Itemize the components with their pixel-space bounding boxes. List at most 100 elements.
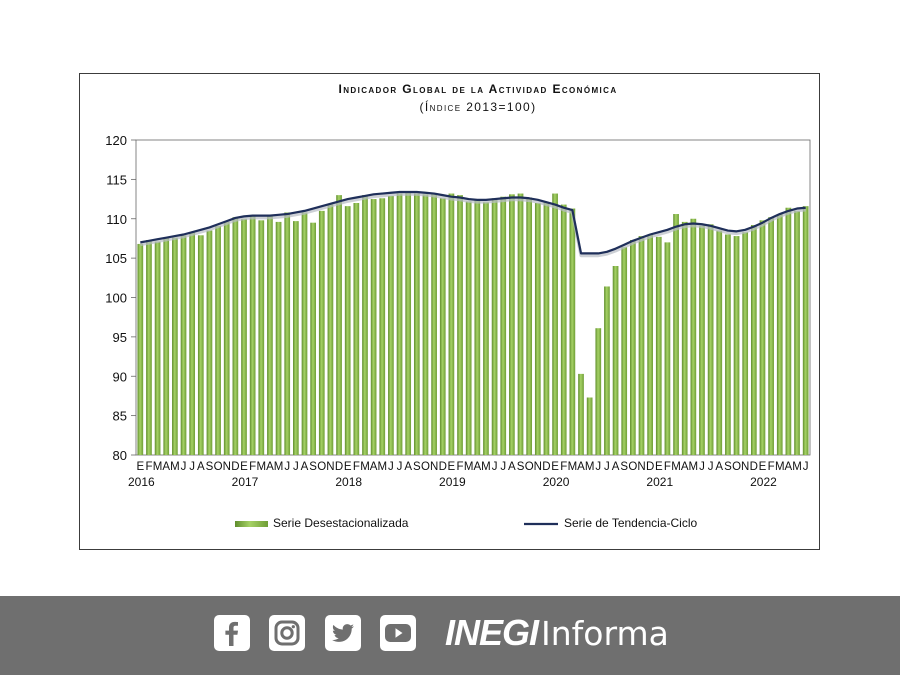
bar (388, 195, 394, 455)
x-year-label: 2021 (646, 475, 673, 489)
x-month-label: J (181, 461, 187, 473)
x-month-label: M (360, 461, 370, 473)
bar (180, 235, 187, 455)
bar (759, 220, 766, 455)
x-year-label: 2016 (128, 475, 155, 489)
x-month-label: O (525, 461, 534, 473)
bar (750, 225, 757, 455)
bar (223, 221, 230, 455)
x-month-label: M (464, 461, 474, 473)
y-tick-label: 95 (113, 330, 127, 345)
x-month-label: M (256, 461, 266, 473)
x-month-label: M (671, 461, 681, 473)
x-month-label: D (439, 461, 447, 473)
brand-informa: Informa (541, 614, 669, 653)
bar (725, 234, 731, 455)
x-year-label: 2017 (232, 475, 259, 489)
bar (664, 242, 671, 455)
y-tick-label: 100 (105, 291, 127, 306)
bar (197, 235, 204, 455)
bar (483, 202, 489, 455)
trend-line (140, 190, 806, 255)
bar (448, 193, 455, 456)
bar (586, 397, 593, 455)
x-month-label: N (637, 461, 645, 473)
x-month-label: N (430, 461, 438, 473)
bar (699, 225, 705, 455)
x-month-label: J (492, 461, 498, 473)
bar (638, 236, 645, 455)
x-month-label: J (293, 461, 299, 473)
legend-swatch-bars (235, 521, 268, 527)
x-month-label: E (655, 461, 663, 473)
x-month-label: F (353, 461, 360, 473)
bar (630, 240, 636, 455)
x-year-label: 2022 (750, 475, 777, 489)
x-month-label: E (344, 461, 352, 473)
x-month-label: E (448, 461, 456, 473)
y-tick-label: 110 (106, 212, 127, 227)
x-month-label: J (595, 461, 601, 473)
x-month-label: M (153, 461, 163, 473)
bar (405, 191, 412, 455)
bar (604, 286, 610, 455)
bar (716, 230, 723, 455)
youtube-icon[interactable] (380, 615, 416, 651)
x-month-label: F (664, 461, 671, 473)
x-month-label: A (785, 461, 793, 473)
bar (569, 208, 576, 455)
x-month-label: O (732, 461, 741, 473)
x-month-label: O (421, 461, 430, 473)
instagram-icon[interactable] (269, 615, 305, 651)
y-tick-label: 90 (113, 369, 127, 384)
x-month-label: D (646, 461, 654, 473)
bar (344, 206, 351, 455)
bar (534, 203, 541, 455)
x-month-label: O (317, 461, 326, 473)
x-year-label: 2018 (335, 475, 362, 489)
x-month-label: F (560, 461, 567, 473)
twitter-icon[interactable] (325, 615, 361, 651)
bar (621, 247, 628, 455)
facebook-icon[interactable] (214, 615, 250, 651)
x-month-label: A (473, 461, 481, 473)
legend-label-trend: Serie de Tendencia-Ciclo (564, 516, 698, 530)
x-month-label: M (585, 461, 595, 473)
x-month-label: N (326, 461, 334, 473)
bar (552, 193, 558, 456)
bar (137, 243, 144, 455)
x-month-label: S (309, 461, 317, 473)
x-month-label: M (689, 461, 699, 473)
footer-bar: INEGIInforma (0, 596, 900, 675)
bar (249, 216, 256, 455)
x-month-label: J (284, 461, 290, 473)
bar (578, 373, 584, 455)
bar (509, 194, 515, 455)
bar (681, 221, 688, 455)
bar (275, 221, 282, 455)
x-month-label: N (223, 461, 231, 473)
x-year-label: 2019 (439, 475, 466, 489)
x-month-label: S (206, 461, 214, 473)
x-month-label: M (274, 461, 284, 473)
bar (267, 216, 273, 455)
x-month-label: S (724, 461, 732, 473)
bar (353, 203, 360, 455)
x-month-label: D (335, 461, 343, 473)
x-year-label: 2020 (543, 475, 570, 489)
x-month-label: F (457, 461, 464, 473)
bar (500, 196, 507, 455)
bar (491, 198, 498, 455)
x-month-label: J (699, 461, 705, 473)
brand-inegi: INEGI (445, 612, 539, 653)
bar (647, 234, 653, 455)
x-month-label: S (620, 461, 628, 473)
x-month-label: A (301, 461, 309, 473)
bar (526, 197, 533, 456)
bar (612, 266, 619, 455)
x-month-label: M (792, 461, 802, 473)
bar (560, 204, 567, 455)
x-month-label: A (681, 461, 689, 473)
x-month-label: E (240, 461, 248, 473)
bar (284, 212, 291, 455)
